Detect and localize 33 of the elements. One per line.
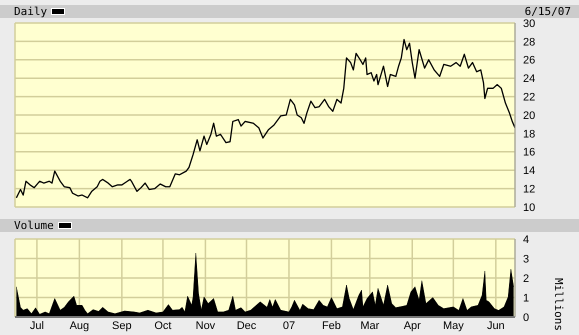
- y-tick-label: 22: [523, 92, 536, 104]
- x-tick-label: Dec: [236, 320, 257, 332]
- y-tick-label: 0: [523, 312, 530, 324]
- text: 6/15/07: [524, 5, 571, 18]
- y-tick-label: 18: [523, 128, 536, 140]
- legend-label: Volume: [14, 219, 54, 232]
- y-tick-label: 4: [523, 234, 530, 246]
- y-tick-label: 14: [523, 165, 536, 178]
- x-tick-label: Apr: [404, 320, 422, 332]
- x-tick-label: Feb: [322, 320, 341, 332]
- y-tick-label: 10: [523, 202, 536, 214]
- y-tick-label: 26: [523, 54, 536, 67]
- x-tick-label: May: [442, 320, 464, 332]
- x-tick-label: 07: [282, 320, 296, 332]
- x-tick-label: Jun: [486, 320, 505, 332]
- y-tick-label: 3: [523, 253, 530, 266]
- x-tick-label: Nov: [196, 320, 216, 332]
- y-tick-label: 20: [523, 110, 536, 122]
- y-tick-label: 16: [523, 146, 536, 159]
- y-tick-label: 30: [523, 18, 536, 30]
- y-tick-label: 12: [523, 184, 536, 196]
- x-tick-label: Aug: [70, 320, 90, 332]
- y-axis-title: Millions: [552, 278, 566, 331]
- y-tick-label: 28: [523, 36, 536, 48]
- x-tick-label: Oct: [154, 320, 172, 332]
- y-tick-label: 24: [523, 73, 536, 86]
- legend-label: Daily: [14, 5, 48, 18]
- y-tick-label: 2: [523, 272, 530, 285]
- y-tick-label: 1: [523, 292, 530, 304]
- x-tick-label: Sep: [112, 320, 132, 332]
- line-series: [16, 38, 515, 198]
- x-tick-label: Jul: [30, 320, 44, 332]
- x-tick-label: Mar: [360, 320, 380, 332]
